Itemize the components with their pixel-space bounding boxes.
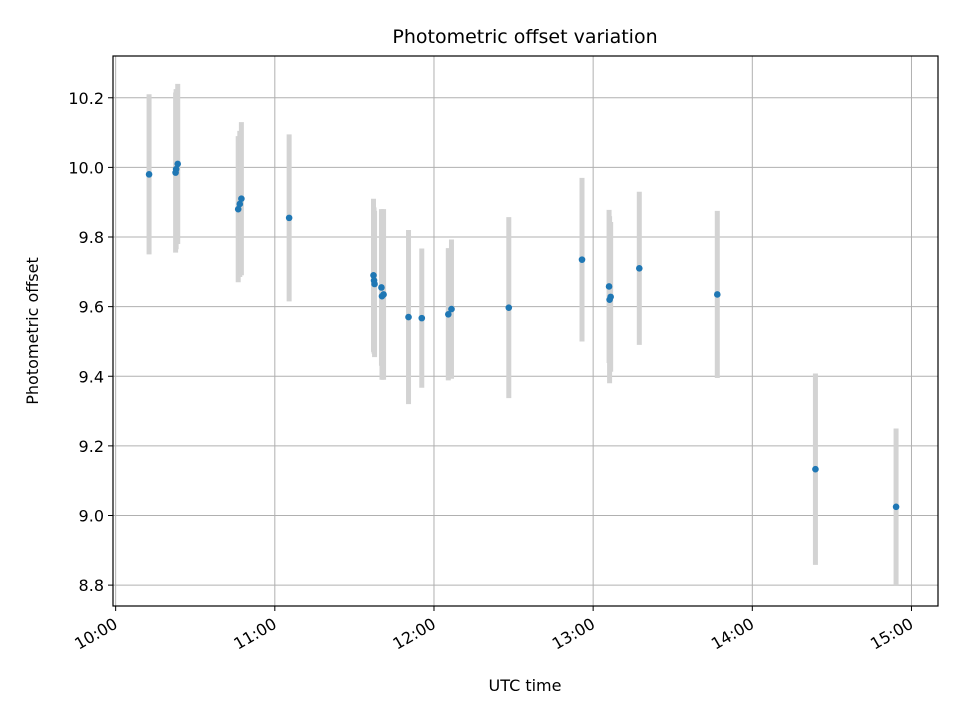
- data-point: [236, 200, 244, 208]
- data-point: [448, 305, 455, 313]
- data-point: [812, 465, 819, 473]
- data-point: [285, 214, 293, 222]
- data-point: [378, 284, 385, 291]
- data-points: [145, 160, 900, 511]
- chart-title: Photometric offset variation: [392, 26, 657, 48]
- y-tick-label: 9.4: [79, 367, 104, 386]
- grid: [113, 56, 938, 606]
- data-point: [145, 171, 153, 178]
- data-point: [445, 310, 452, 318]
- data-point: [380, 291, 387, 298]
- y-tick-label: 9.6: [79, 298, 104, 317]
- y-tick-label: 9.8: [79, 228, 104, 247]
- data-point: [371, 280, 378, 288]
- y-tick-label: 10.2: [68, 89, 104, 108]
- y-axis-title: Photometric offset: [23, 257, 42, 405]
- data-point: [713, 291, 721, 298]
- data-point: [418, 314, 426, 322]
- y-tick-label: 9.2: [79, 437, 104, 456]
- data-point: [174, 160, 182, 168]
- data-point: [234, 205, 242, 213]
- data-point: [505, 304, 513, 311]
- data-point: [370, 272, 377, 279]
- data-point: [405, 313, 412, 321]
- data-point: [636, 265, 643, 272]
- data-point: [607, 293, 614, 301]
- x-axis-title: UTC time: [489, 676, 562, 695]
- y-tick-label: 9.0: [79, 506, 104, 525]
- data-point: [892, 503, 900, 511]
- data-point: [605, 283, 613, 290]
- data-point: [238, 195, 245, 203]
- y-tick-label: 8.8: [79, 576, 104, 595]
- data-point: [578, 256, 586, 263]
- plot-frame: [112, 55, 939, 607]
- y-tick-label: 10.0: [68, 158, 104, 177]
- data-point: [172, 165, 180, 173]
